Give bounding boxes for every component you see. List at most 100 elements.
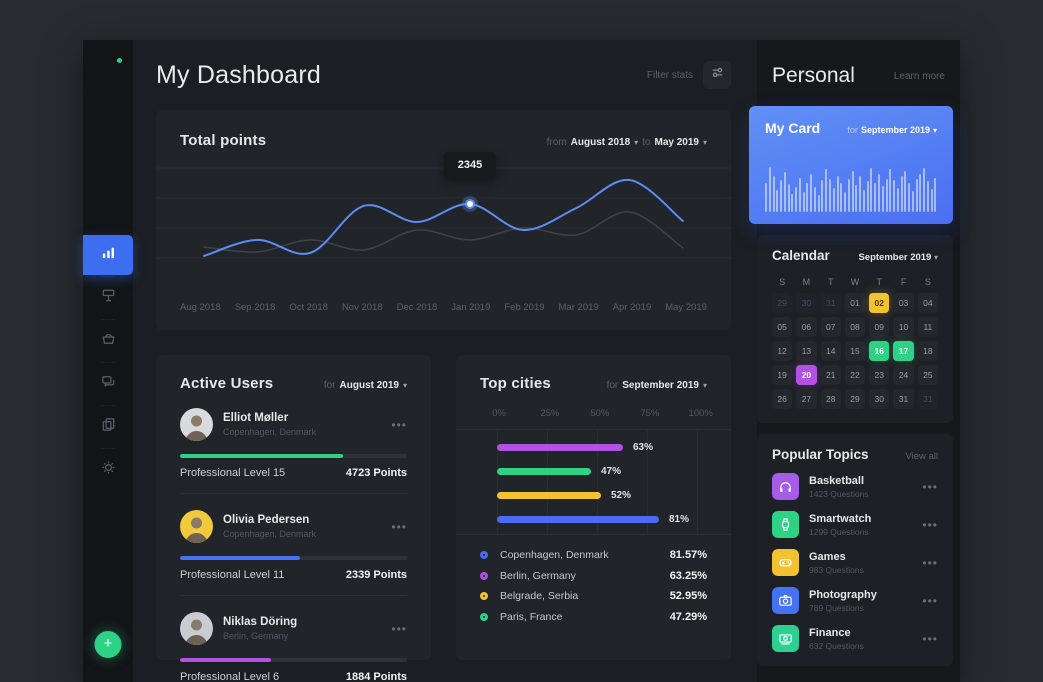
more-options-icon[interactable]: ••• — [922, 593, 938, 608]
popular-topics-title: Popular Topics — [772, 447, 869, 462]
total-points-panel: Total points from August 2018 ▾ to May 20… — [156, 110, 731, 330]
to-dropdown[interactable]: May 2019 — [654, 137, 699, 148]
more-options-icon[interactable]: ••• — [922, 555, 938, 570]
active-users-period-dropdown[interactable]: August 2019 — [339, 380, 399, 391]
chevron-down-icon: ▾ — [702, 381, 707, 390]
calendar-day[interactable]: 24 — [893, 365, 914, 385]
calendar-day[interactable]: 22 — [844, 365, 866, 385]
from-dropdown[interactable]: August 2018 — [570, 137, 631, 148]
calendar-day[interactable]: 28 — [820, 389, 841, 409]
user-location: Copenhagen, Denmark — [223, 529, 317, 539]
axis-tick-label: 25% — [540, 408, 560, 419]
sparkline-bar — [870, 167, 873, 212]
calendar-day[interactable]: 27 — [796, 389, 817, 409]
data-point[interactable] — [465, 198, 475, 209]
user-name: Niklas Döring — [223, 616, 298, 628]
sidebar-item-dashboard[interactable] — [83, 235, 133, 275]
calendar-day[interactable]: 31 — [893, 389, 914, 409]
calendar-day[interactable]: 12 — [772, 341, 793, 361]
camera-icon — [772, 587, 799, 614]
headphones-icon — [772, 473, 799, 500]
calendar-period-dropdown[interactable]: September 2019 ▾ — [858, 252, 938, 263]
divider — [180, 493, 407, 494]
calendar-day[interactable]: 23 — [869, 365, 890, 385]
user-progress-fill — [180, 658, 271, 662]
add-button[interactable]: + — [94, 631, 122, 658]
my-card[interactable]: My Card for September 2019 ▾ — [749, 106, 953, 224]
legend-color-ring — [480, 571, 488, 580]
sidebar-item-signpost[interactable] — [83, 278, 133, 318]
filter-stats-button[interactable] — [703, 61, 731, 89]
calendar-day[interactable]: 19 — [772, 365, 793, 385]
calendar-day[interactable]: 29 — [772, 293, 793, 313]
calendar-day[interactable]: 25 — [917, 365, 938, 385]
topic-questions: 789 Questions — [809, 602, 864, 613]
calendar-day[interactable]: 06 — [796, 317, 817, 337]
calendar-day[interactable]: 05 — [772, 317, 793, 337]
user-progress-track — [180, 454, 407, 458]
calendar-day[interactable]: 30 — [796, 293, 817, 313]
topic-questions: 632 Questions — [809, 640, 864, 651]
gridline — [497, 430, 498, 534]
calendar-day[interactable]: 11 — [917, 317, 938, 337]
calendar-day[interactable]: 29 — [844, 389, 866, 409]
topic-item[interactable]: Smartwatch 1299 Questions ••• — [772, 511, 938, 538]
more-options-icon[interactable]: ••• — [391, 621, 407, 636]
learn-more-link[interactable]: Learn more — [893, 70, 945, 82]
sidebar-item-settings[interactable] — [83, 450, 133, 490]
sparkline-bar — [908, 182, 911, 212]
sparkline-bar — [840, 182, 843, 212]
topic-item[interactable]: Games 983 Questions ••• — [772, 549, 938, 576]
sparkline-bar — [866, 181, 869, 212]
calendar-grid: S M T W T F S 29 30 31 01 02 03 04 05 06 07 08 09 10 11 12 13 1… — [772, 275, 938, 409]
calendar-day[interactable]: 03 — [893, 293, 914, 313]
axis-tick-label: 50% — [590, 408, 610, 419]
sidebar-item-documents[interactable] — [83, 407, 133, 447]
axis-tick-label: 0% — [492, 408, 506, 419]
calendar-day[interactable]: 04 — [917, 293, 938, 313]
divider — [180, 595, 407, 596]
calendar-day[interactable]: 14 — [820, 341, 841, 361]
calendar-day[interactable]: 31 — [917, 389, 938, 409]
online-status-dot — [114, 56, 124, 65]
more-options-icon[interactable]: ••• — [391, 417, 407, 432]
calendar-day[interactable]: 30 — [869, 389, 890, 409]
sparkline-bar — [802, 191, 805, 212]
more-options-icon[interactable]: ••• — [922, 631, 938, 646]
calendar-day[interactable]: 01 — [844, 293, 866, 313]
calendar-day[interactable]: 31 — [820, 293, 841, 313]
topic-item[interactable]: Basketball 1423 Questions ••• — [772, 473, 938, 500]
calendar-day[interactable]: 07 — [820, 317, 841, 337]
topic-item[interactable]: Finance 632 Questions ••• — [772, 625, 938, 652]
calendar-day[interactable]: 13 — [796, 341, 817, 361]
topic-item[interactable]: Photography 789 Questions ••• — [772, 587, 938, 614]
calendar-day[interactable]: 26 — [772, 389, 793, 409]
calendar-day[interactable]: 21 — [820, 365, 841, 385]
sidebar-item-messages[interactable] — [83, 364, 133, 404]
card-period-dropdown[interactable]: September 2019 — [860, 125, 930, 135]
calendar-day[interactable]: 08 — [844, 317, 866, 337]
smartwatch-icon — [772, 511, 799, 538]
sidebar-item-basket[interactable] — [83, 321, 133, 361]
calendar-day[interactable]: 20 — [796, 365, 817, 385]
calendar-day[interactable]: 09 — [869, 317, 890, 337]
calendar-day[interactable]: 10 — [893, 317, 914, 337]
top-cities-chart: 63% 47% 52% 81% — [456, 430, 731, 534]
calendar-day[interactable]: 16 — [869, 341, 890, 361]
calendar-day[interactable]: 02 — [869, 293, 890, 313]
more-options-icon[interactable]: ••• — [922, 479, 938, 494]
sparkline-bar — [926, 181, 929, 212]
profile-avatar[interactable] — [95, 56, 124, 85]
main-content: My Dashboard Filter stats Total points f… — [133, 40, 757, 682]
more-options-icon[interactable]: ••• — [391, 519, 407, 534]
legend-value: 52.95% — [669, 590, 707, 603]
view-all-link[interactable]: View all — [905, 451, 938, 462]
legend-row: Copenhagen, Denmark 81.57% — [480, 545, 707, 566]
legend-city: Belgrade, Serbia — [500, 590, 579, 603]
more-options-icon[interactable]: ••• — [922, 517, 938, 532]
calendar-day[interactable]: 18 — [917, 341, 938, 361]
top-cities-period-dropdown[interactable]: September 2019 — [622, 380, 699, 391]
calendar-day[interactable]: 15 — [844, 341, 866, 361]
calendar-day[interactable]: 17 — [893, 341, 914, 361]
sparkline-bar — [934, 177, 937, 212]
